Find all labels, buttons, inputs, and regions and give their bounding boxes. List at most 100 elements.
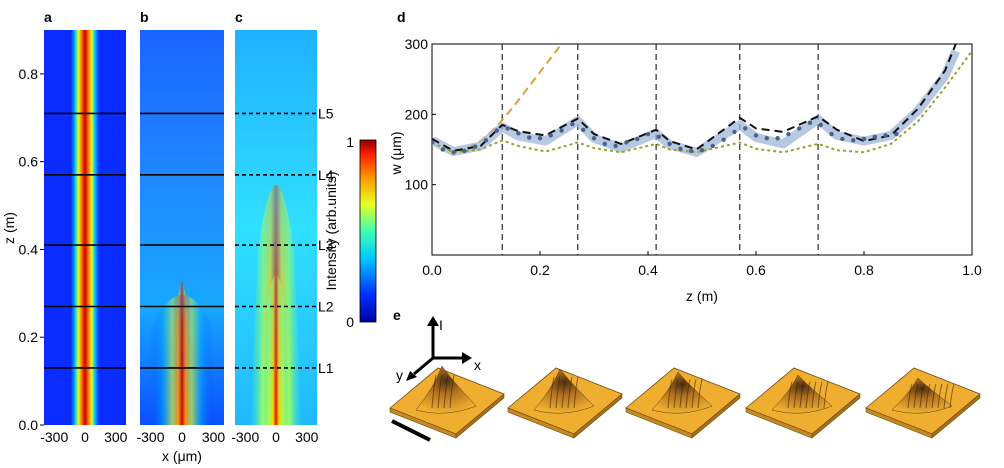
intensity-profile-3 bbox=[625, 367, 741, 439]
axis-label-x: x bbox=[474, 357, 481, 373]
x-tick-d-4: 0.8 bbox=[854, 262, 874, 278]
profile-ridge bbox=[449, 374, 455, 409]
measured-point-40 bbox=[861, 136, 867, 142]
profile-ridge bbox=[567, 377, 573, 409]
measured-point-24 bbox=[689, 148, 694, 154]
colorbar-gradient bbox=[359, 139, 377, 323]
colorbar-tick-max: 1 bbox=[346, 134, 354, 150]
heatmap-b-beam bbox=[150, 280, 214, 425]
measured-point-16 bbox=[602, 141, 607, 147]
x-tick-b-0: -300 bbox=[136, 429, 164, 445]
lens-label-5: L5 bbox=[318, 105, 334, 121]
x-tick-d-0: 0.0 bbox=[422, 262, 442, 278]
arrowhead-diagonal-icon bbox=[406, 371, 417, 381]
panel-a: a -300 0 300 0.0 0.2 0.4 0.6 0.8 z (m) bbox=[1, 9, 128, 445]
measured-point-42 bbox=[883, 133, 888, 138]
profile-ridge bbox=[799, 381, 805, 409]
measured-point-14 bbox=[581, 127, 586, 133]
intensity-profile-2 bbox=[507, 367, 623, 439]
measured-point-15 bbox=[591, 136, 597, 141]
panel-e: e I x y bbox=[389, 307, 981, 442]
profile-ridge bbox=[787, 381, 793, 409]
profile-base-side bbox=[811, 393, 861, 439]
measured-point-17 bbox=[613, 143, 618, 149]
x-tick-b-1: 0 bbox=[178, 429, 186, 445]
measured-point-34 bbox=[797, 126, 802, 131]
y-axis-label-a: z (m) bbox=[1, 212, 17, 244]
panel-label-c: c bbox=[235, 9, 243, 25]
profile-ridge bbox=[673, 379, 679, 409]
measured-point-30 bbox=[753, 133, 759, 138]
profile-ridge bbox=[937, 383, 943, 409]
measured-point-41 bbox=[872, 134, 877, 140]
profile-base-side bbox=[573, 393, 623, 439]
measured-point-43 bbox=[894, 131, 899, 137]
measured-point-36 bbox=[818, 122, 823, 128]
colorbar: 1 0 Intensity (arb.units) bbox=[323, 134, 377, 330]
x-axis-label-d: z (m) bbox=[686, 288, 718, 304]
profile-ridge bbox=[691, 379, 697, 409]
measured-point-28 bbox=[732, 129, 737, 135]
profile-ridge bbox=[949, 383, 955, 409]
intensity-profiles bbox=[389, 365, 981, 439]
profile-ridge bbox=[931, 383, 937, 409]
profile-ridge bbox=[431, 374, 437, 409]
profile-ridge bbox=[805, 381, 811, 409]
x-tick-c-1: 0 bbox=[272, 429, 280, 445]
x-tick-a-2: 300 bbox=[104, 429, 128, 445]
heatmap-a-beam bbox=[44, 30, 126, 425]
x-ticks-a: -300 0 300 bbox=[40, 429, 127, 445]
y-ticks-d: 100 200 300 bbox=[405, 36, 436, 193]
profile-ridge bbox=[573, 377, 579, 409]
lens-label-3: L3 bbox=[318, 237, 334, 253]
x-tick-d-5: 1.0 bbox=[962, 262, 982, 278]
measured-point-11 bbox=[548, 133, 553, 138]
measured-point-3 bbox=[462, 148, 467, 154]
lens-lines-b bbox=[140, 112, 224, 369]
axis-label-y: y bbox=[396, 367, 403, 383]
profile-ridge bbox=[919, 383, 925, 409]
lens-label-4: L4 bbox=[318, 167, 334, 183]
profile-ridge bbox=[913, 383, 919, 409]
measured-point-33 bbox=[786, 131, 791, 137]
profile-base-side bbox=[455, 393, 505, 439]
colorbar-tick-min: 0 bbox=[346, 314, 354, 330]
measured-point-8 bbox=[516, 131, 521, 136]
profile-ridge bbox=[679, 379, 685, 409]
axis-label-intensity: I bbox=[439, 317, 443, 333]
x-tick-d-1: 0.2 bbox=[530, 262, 550, 278]
measured-point-31 bbox=[764, 136, 769, 141]
series-band bbox=[432, 49, 960, 157]
plot-frame-d bbox=[431, 43, 973, 256]
panel-d: d 0.0 0.2 0.4 0.6 0.8 1.0 100 200 300 z (m) w (… bbox=[388, 9, 982, 304]
measured-point-4 bbox=[473, 144, 478, 149]
x-tick-a-0: -300 bbox=[40, 429, 68, 445]
measured-point-7 bbox=[505, 126, 510, 131]
axis-arrow-y bbox=[413, 356, 434, 376]
intensity-profile-1 bbox=[389, 365, 505, 439]
x-ticks-d: 0.0 0.2 0.4 0.6 0.8 1.0 bbox=[422, 251, 982, 278]
measured-point-13 bbox=[570, 121, 575, 127]
x-tick-d-2: 0.4 bbox=[638, 262, 658, 278]
measured-point-6 bbox=[494, 128, 499, 133]
y-tick-a-1: 0.2 bbox=[19, 329, 39, 345]
x-tick-d-3: 0.6 bbox=[746, 262, 766, 278]
profile-ridge bbox=[667, 379, 673, 409]
profile-ridge bbox=[561, 377, 567, 409]
measured-point-32 bbox=[775, 136, 780, 141]
measured-point-35 bbox=[807, 120, 813, 125]
y-tick-a-2: 0.4 bbox=[19, 241, 39, 257]
profile-ridge bbox=[925, 383, 931, 409]
y-tick-a-4: 0.8 bbox=[19, 66, 39, 82]
y-tick-d-2: 300 bbox=[405, 36, 429, 52]
x-tick-a-1: 0 bbox=[81, 429, 89, 445]
profile-ridge bbox=[793, 381, 799, 409]
measured-point-12 bbox=[559, 128, 564, 133]
arrowhead-up-icon bbox=[427, 316, 439, 326]
panel-label-d: d bbox=[397, 9, 406, 25]
arrowhead-right-icon bbox=[462, 352, 472, 364]
measured-point-0 bbox=[432, 140, 435, 145]
intensity-profile-4 bbox=[745, 367, 861, 439]
intensity-profile-5 bbox=[865, 367, 981, 439]
